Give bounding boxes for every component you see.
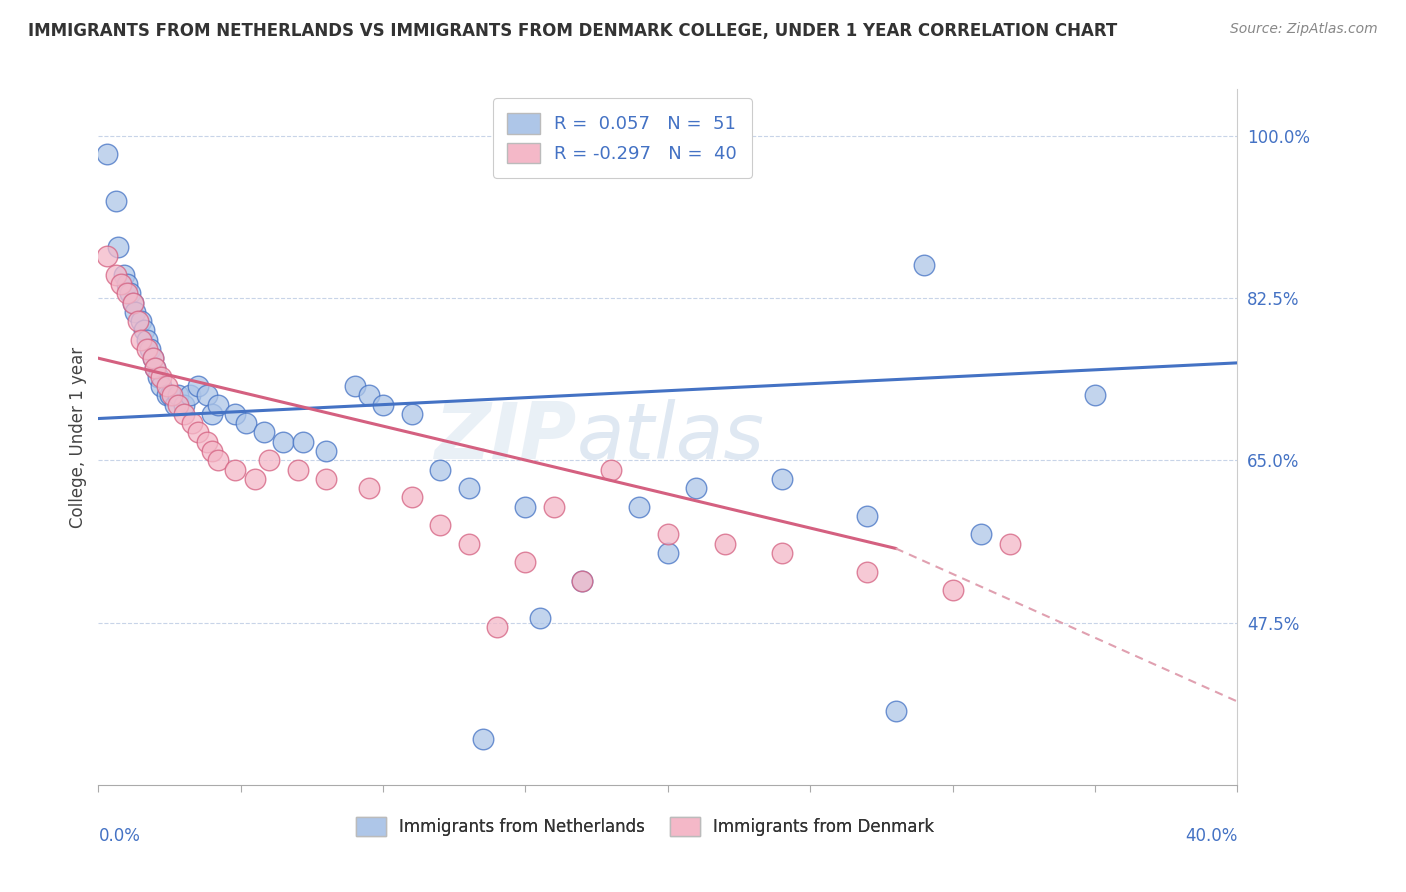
Point — [167, 388, 190, 402]
Point — [224, 462, 246, 476]
Point — [292, 434, 315, 449]
Point — [141, 351, 163, 366]
Text: ZIP: ZIP — [434, 399, 576, 475]
Point — [571, 574, 593, 588]
Point — [187, 425, 209, 440]
Point — [159, 388, 181, 402]
Point — [357, 388, 380, 402]
Text: 0.0%: 0.0% — [98, 827, 141, 845]
Point — [998, 537, 1021, 551]
Point — [129, 333, 152, 347]
Point — [912, 259, 935, 273]
Point — [714, 537, 737, 551]
Point — [138, 342, 160, 356]
Text: Source: ZipAtlas.com: Source: ZipAtlas.com — [1230, 22, 1378, 37]
Point — [429, 518, 451, 533]
Text: 40.0%: 40.0% — [1185, 827, 1237, 845]
Point — [224, 407, 246, 421]
Point — [486, 620, 509, 634]
Text: atlas: atlas — [576, 399, 765, 475]
Point — [770, 546, 793, 560]
Point — [127, 314, 149, 328]
Point — [195, 434, 218, 449]
Point — [856, 508, 879, 523]
Point — [315, 472, 337, 486]
Point — [150, 369, 173, 384]
Point — [457, 537, 479, 551]
Y-axis label: College, Under 1 year: College, Under 1 year — [69, 346, 87, 528]
Point — [110, 277, 132, 291]
Point — [112, 268, 135, 282]
Point — [770, 472, 793, 486]
Point — [600, 462, 623, 476]
Point — [243, 472, 266, 486]
Point — [201, 444, 224, 458]
Point — [207, 453, 229, 467]
Point — [856, 565, 879, 579]
Point — [165, 398, 187, 412]
Point — [657, 546, 679, 560]
Point — [181, 416, 204, 430]
Point — [457, 481, 479, 495]
Point — [235, 416, 257, 430]
Point — [135, 333, 157, 347]
Point — [529, 611, 551, 625]
Point — [118, 286, 141, 301]
Point — [401, 407, 423, 421]
Point — [543, 500, 565, 514]
Point — [207, 398, 229, 412]
Point — [343, 379, 366, 393]
Point — [657, 527, 679, 541]
Point — [156, 388, 179, 402]
Point — [287, 462, 309, 476]
Point — [115, 286, 138, 301]
Point — [162, 388, 184, 402]
Point — [141, 351, 163, 366]
Point — [252, 425, 274, 440]
Point — [201, 407, 224, 421]
Point — [121, 295, 143, 310]
Point — [571, 574, 593, 588]
Point — [156, 379, 179, 393]
Point — [96, 147, 118, 161]
Point — [115, 277, 138, 291]
Point — [357, 481, 380, 495]
Point — [373, 398, 395, 412]
Legend: Immigrants from Netherlands, Immigrants from Denmark: Immigrants from Netherlands, Immigrants … — [349, 810, 941, 843]
Point — [96, 249, 118, 263]
Point — [179, 388, 201, 402]
Text: IMMIGRANTS FROM NETHERLANDS VS IMMIGRANTS FROM DENMARK COLLEGE, UNDER 1 YEAR COR: IMMIGRANTS FROM NETHERLANDS VS IMMIGRANT… — [28, 22, 1118, 40]
Point — [167, 398, 190, 412]
Point — [515, 500, 537, 514]
Point — [1084, 388, 1107, 402]
Point — [884, 704, 907, 718]
Point — [129, 314, 152, 328]
Point — [429, 462, 451, 476]
Point — [685, 481, 707, 495]
Point — [104, 268, 127, 282]
Point — [104, 194, 127, 208]
Point — [135, 342, 157, 356]
Point — [121, 295, 143, 310]
Point — [628, 500, 651, 514]
Point — [515, 555, 537, 569]
Point — [187, 379, 209, 393]
Point — [173, 407, 195, 421]
Point — [148, 369, 170, 384]
Point — [942, 583, 965, 598]
Point — [273, 434, 295, 449]
Point — [145, 360, 167, 375]
Point — [107, 240, 129, 254]
Point — [970, 527, 993, 541]
Point — [173, 398, 195, 412]
Point — [150, 379, 173, 393]
Point — [132, 323, 155, 337]
Point — [259, 453, 281, 467]
Point — [315, 444, 337, 458]
Point — [401, 491, 423, 505]
Point — [124, 305, 146, 319]
Point — [145, 360, 167, 375]
Point — [195, 388, 218, 402]
Point — [471, 731, 494, 746]
